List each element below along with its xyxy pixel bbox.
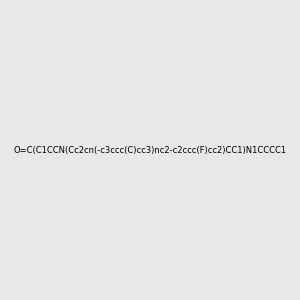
Text: O=C(C1CCN(Cc2cn(-c3ccc(C)cc3)nc2-c2ccc(F)cc2)CC1)N1CCCC1: O=C(C1CCN(Cc2cn(-c3ccc(C)cc3)nc2-c2ccc(F… (14, 146, 286, 154)
